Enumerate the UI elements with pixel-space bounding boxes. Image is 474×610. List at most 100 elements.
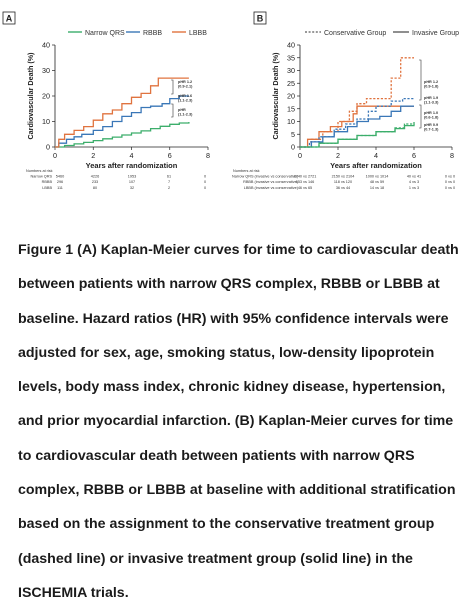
risk-table-value: 7 (168, 180, 170, 184)
hr-annotation-ci: (1.1-2.3) (178, 98, 193, 102)
risk-table-value: 0 (204, 186, 206, 190)
hr-bracket (419, 104, 422, 129)
hr-annotation-label: pHR 1.6 (178, 94, 192, 98)
risk-table-row-label: LBBB (invasive vs conservative) (244, 186, 299, 190)
risk-table-title: Numbers at risk (233, 169, 260, 173)
y-tick-label: 20 (287, 92, 295, 101)
y-tick-label: 40 (287, 41, 295, 50)
x-tick-label: 2 (91, 151, 95, 160)
hr-bracket (171, 103, 174, 118)
figure-caption: Figure 1 (A) Kaplan-Meier curves for tim… (18, 233, 464, 610)
risk-table-value: 118 vs 120 (334, 180, 352, 184)
risk-table-row-label: Narrow QRS (invasive vs conservative) (232, 175, 299, 179)
panel-label: B (257, 14, 264, 24)
hr-annotation-ci: (0.9-2.1) (178, 84, 193, 88)
panel-label-box (2, 11, 16, 25)
panel-b: B Conservative Group Invasive Group 0 5 10 15 2… (232, 11, 459, 190)
y-tick-label: 25 (287, 79, 295, 88)
x-tick-label: 4 (130, 151, 134, 160)
risk-table-value: 296 (57, 180, 63, 184)
risk-table-value: 80 (93, 186, 97, 190)
risk-table-value: 0 vs 0 (445, 186, 455, 190)
hr-annotation-label: pHR (178, 108, 186, 112)
y-tick-label: 0 (46, 143, 50, 152)
risk-table-value: 1 vs 3 (409, 186, 419, 190)
risk-table-value: 0 vs 0 (445, 180, 455, 184)
series-line-2 (300, 97, 414, 148)
hr-bracket (171, 79, 174, 95)
y-tick-label: 20 (42, 92, 50, 101)
risk-table-value: 4226 (91, 175, 99, 179)
y-tick-label: 0 (291, 143, 295, 152)
risk-table-value: 46 vs 65 (298, 186, 312, 190)
hr-annotation-ci: (1.1-3.3) (424, 100, 439, 104)
risk-table-row-label: LBBB (42, 186, 52, 190)
hr-annotation-label: pHR 0.9 (424, 123, 438, 127)
x-tick-label: 0 (53, 151, 57, 160)
y-tick-label: 30 (287, 66, 295, 75)
hr-annotation-ci: (0.9-1.8) (424, 84, 439, 88)
series-line-0 (55, 122, 190, 148)
series-line-1 (55, 95, 189, 148)
risk-table-title: Numbers at risk (26, 169, 53, 173)
x-axis-label: Years after randomization (330, 161, 422, 170)
x-tick-label: 2 (336, 151, 340, 160)
risk-table-value: 0 (204, 180, 206, 184)
legend-label: RBBB (143, 30, 162, 37)
risk-table-row-label: RBBB (invasive vs conservative) (243, 180, 299, 184)
risk-table-value: 233 (92, 180, 98, 184)
risk-table-value: 0 vs 0 (445, 175, 455, 179)
x-tick-label: 8 (450, 151, 454, 160)
risk-table-value: 32 (130, 186, 134, 190)
risk-table-value: 111 (57, 186, 63, 190)
risk-table-value: 4 vs 3 (409, 180, 419, 184)
risk-table-value: 1953 (128, 175, 136, 179)
hr-annotation-ci: (0.6-1.8) (424, 115, 439, 119)
y-tick-label: 15 (287, 104, 295, 113)
y-axis-label: Cardiovascular Death (%) (26, 52, 35, 140)
risk-table-row-label: Narrow QRS (30, 175, 52, 179)
risk-table-value: 36 vs 44 (336, 186, 350, 190)
series-line-0 (300, 57, 414, 148)
y-tick-label: 5 (291, 130, 295, 139)
risk-table-value: 61 (167, 175, 171, 179)
y-tick-label: 35 (287, 53, 295, 62)
series-line-1 (300, 105, 414, 148)
x-tick-label: 6 (168, 151, 172, 160)
series-line-2 (55, 77, 189, 148)
risk-table-value: 48 vs 59 (370, 180, 384, 184)
caption-text: (A) Kaplan-Meier curves for time to card… (18, 242, 459, 601)
x-tick-label: 6 (412, 151, 416, 160)
y-axis-label: Cardiovascular Death (%) (271, 52, 280, 140)
legend-label: Narrow QRS (85, 30, 125, 37)
hr-annotation-ci: (0.7-1.3) (424, 127, 439, 131)
x-axis-label: Years after randomization (86, 161, 178, 170)
risk-table-value: 5460 (56, 175, 64, 179)
legend-label: Invasive Group (412, 30, 459, 37)
figure-label: Figure 1 (18, 242, 74, 258)
risk-table-value: 0 (204, 175, 206, 179)
risk-table-value: 107 (129, 180, 135, 184)
series-line-5 (300, 124, 415, 148)
risk-table-value: 1000 vs 1014 (366, 175, 389, 179)
x-tick-label: 0 (298, 151, 302, 160)
y-tick-label: 10 (42, 117, 50, 126)
legend-label: LBBB (189, 30, 207, 37)
x-tick-label: 4 (374, 151, 378, 160)
hr-annotation-ci: (1.1-2.3) (178, 112, 193, 116)
series-line-3 (300, 105, 414, 148)
risk-table-value: 14 vs 18 (370, 186, 384, 190)
hr-annotation-label: pHR 1.9 (424, 96, 438, 100)
y-tick-label: 30 (42, 66, 50, 75)
risk-table-value: 40 vs 41 (407, 175, 421, 179)
risk-table-value: 2740 vs 2721 (294, 175, 317, 179)
panel-label: A (6, 14, 13, 24)
panel-label-box (253, 11, 267, 25)
risk-table-value: 153 vs 146 (296, 180, 315, 184)
hr-bracket (419, 59, 422, 101)
hr-annotation-label: pHR 1.0 (424, 111, 438, 115)
risk-table-row-label: RBBB (42, 180, 53, 184)
risk-table-value: 2 (168, 186, 170, 190)
